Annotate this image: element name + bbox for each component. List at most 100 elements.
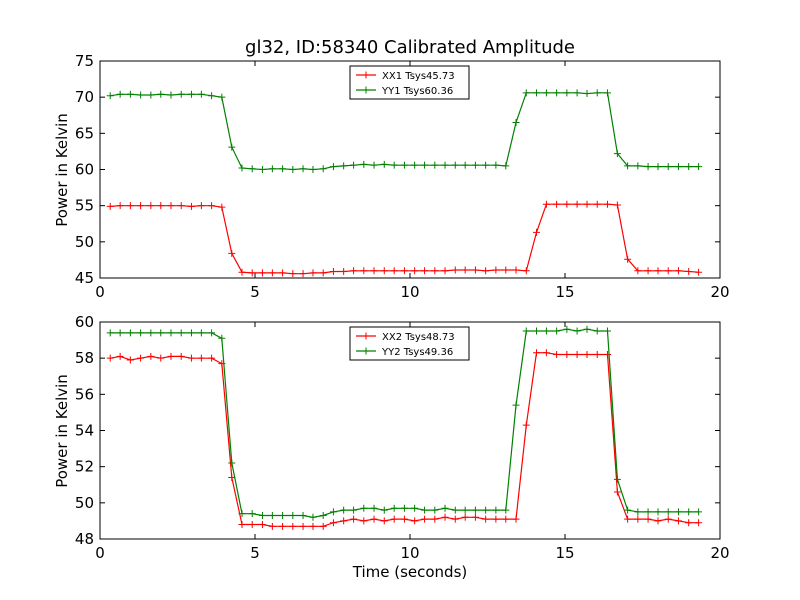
data-point (248, 521, 256, 529)
data-point (441, 513, 449, 521)
data-point (563, 200, 571, 208)
data-point (380, 267, 388, 275)
data-point (238, 164, 246, 172)
data-point (441, 267, 449, 275)
data-point (258, 269, 266, 277)
data-point (685, 519, 693, 527)
legend-marker (362, 71, 370, 79)
data-point (542, 89, 550, 97)
series-yy2 (106, 325, 703, 521)
data-point (451, 161, 459, 169)
x-tick-label: 5 (250, 544, 260, 562)
data-point (350, 267, 358, 275)
data-point (654, 508, 662, 516)
data-point (512, 515, 520, 523)
x-tick-label: 10 (400, 283, 419, 301)
data-point (492, 515, 500, 523)
data-point (400, 515, 408, 523)
data-point (685, 508, 693, 516)
y-tick-label: 50 (75, 494, 94, 512)
x-tick-label: 0 (95, 544, 105, 562)
data-point (400, 161, 408, 169)
y-tick-label: 50 (75, 233, 94, 251)
data-point (431, 267, 439, 275)
data-point (309, 269, 317, 277)
data-point (137, 91, 145, 99)
data-point (116, 352, 124, 360)
data-point (289, 166, 297, 173)
data-point (137, 202, 145, 210)
data-point (542, 327, 550, 335)
data-point (624, 506, 632, 514)
y-tick-label: 48 (75, 530, 94, 548)
y-tick-label: 60 (75, 161, 94, 179)
data-point (461, 506, 469, 514)
data-point (137, 354, 145, 362)
series-yy1 (106, 89, 703, 173)
data-point (411, 504, 419, 512)
data-point (695, 268, 703, 276)
data-point (583, 90, 591, 98)
data-point (340, 506, 348, 514)
data-point (451, 506, 459, 514)
data-point (674, 267, 682, 275)
legend: XX1 Tsys45.73 YY1 Tsys60.36 (349, 65, 470, 100)
data-point (329, 163, 337, 171)
data-point (674, 508, 682, 516)
data-point (522, 89, 530, 97)
data-point (471, 513, 479, 521)
data-point (624, 515, 632, 523)
legend-box (349, 326, 470, 361)
data-point (654, 517, 662, 525)
data-point (390, 267, 398, 275)
data-point (563, 351, 571, 359)
data-point (208, 202, 216, 210)
data-point (431, 161, 439, 169)
y-tick-label: 45 (75, 269, 94, 287)
data-point (573, 89, 581, 97)
data-point (299, 522, 307, 530)
data-point (360, 517, 368, 525)
data-point (106, 92, 114, 100)
data-point (634, 515, 642, 523)
data-point (370, 504, 378, 512)
data-point (441, 504, 449, 512)
data-point (319, 522, 327, 530)
data-point (147, 202, 155, 210)
data-point (654, 163, 662, 171)
data-point (624, 255, 632, 263)
data-point (685, 163, 693, 171)
data-point (126, 90, 134, 98)
data-point (319, 269, 327, 277)
data-point (147, 91, 155, 99)
data-point (644, 163, 652, 171)
data-point (685, 267, 693, 275)
data-point (654, 267, 662, 275)
y-tick-label: 55 (75, 197, 94, 215)
data-point (583, 351, 591, 359)
data-point (461, 161, 469, 169)
data-point (482, 515, 490, 523)
y-tick-label: 65 (75, 124, 94, 142)
y-axis-label-bottom: Power in Kelvin (53, 374, 71, 488)
legend-marker (362, 347, 370, 355)
data-point (360, 267, 368, 275)
data-point (553, 200, 561, 208)
y-tick-label: 58 (75, 349, 94, 367)
y-tick-label: 54 (75, 422, 94, 440)
data-point (177, 202, 185, 210)
data-point (370, 515, 378, 523)
data-point (228, 249, 236, 257)
data-point (187, 354, 195, 362)
y-tick-label: 56 (75, 385, 94, 403)
data-point (197, 354, 205, 362)
data-point (451, 515, 459, 523)
data-point (299, 165, 307, 173)
data-point (319, 511, 327, 519)
data-point (512, 266, 520, 274)
data-point (380, 506, 388, 514)
data-point (461, 266, 469, 274)
data-point (522, 267, 530, 275)
data-point (187, 90, 195, 98)
